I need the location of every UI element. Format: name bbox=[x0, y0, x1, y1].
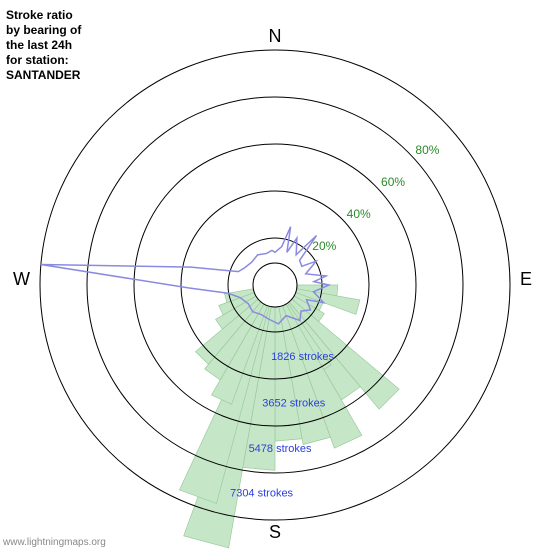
stroke-bars bbox=[179, 285, 399, 548]
stroke-ring-label: 3652 strokes bbox=[262, 397, 325, 409]
compass-s: S bbox=[269, 522, 281, 542]
footer-credit: www.lightningmaps.org bbox=[3, 537, 106, 548]
center-hole-circle bbox=[253, 263, 297, 307]
compass-n: N bbox=[269, 26, 282, 46]
stroke-ring-label: 7304 strokes bbox=[230, 487, 293, 499]
pct-ring-label: 80% bbox=[415, 143, 439, 157]
stroke-ring-label: 1826 strokes bbox=[271, 351, 334, 363]
chart-title: Stroke ratio by bearing of the last 24h … bbox=[6, 8, 81, 83]
pct-ring-label: 20% bbox=[312, 239, 336, 253]
polar-chart: N E S W 20% 40% 60% 80% 1826 strokes 3652 strokes… bbox=[0, 0, 550, 550]
center-hole bbox=[253, 263, 297, 307]
compass-w: W bbox=[13, 269, 30, 289]
compass-e: E bbox=[520, 269, 532, 289]
stroke-ring-label: 5478 strokes bbox=[249, 443, 312, 455]
pct-ring-label: 60% bbox=[381, 175, 405, 189]
pct-ring-label: 40% bbox=[347, 207, 371, 221]
